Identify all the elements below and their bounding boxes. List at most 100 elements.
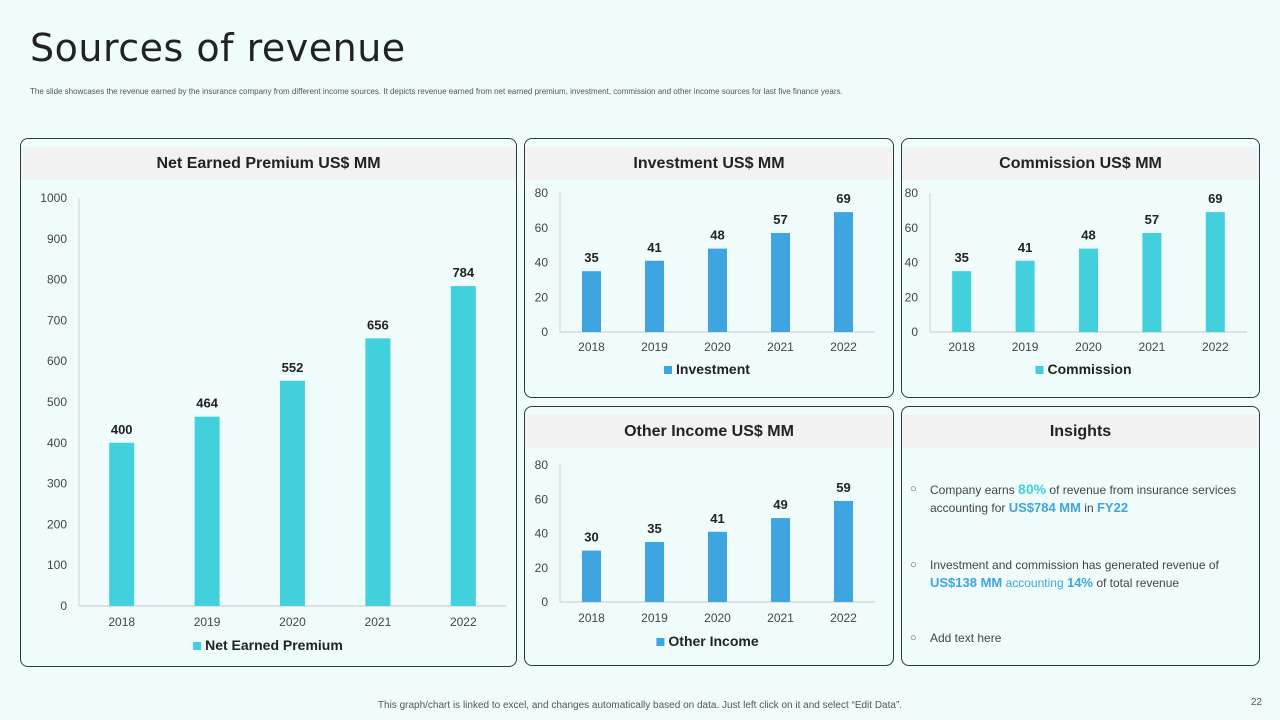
y-tick-label: 1000 (40, 191, 67, 205)
legend-swatch (193, 642, 202, 650)
insights-title: Insights (902, 415, 1259, 448)
bar (582, 271, 601, 332)
bar (450, 286, 476, 606)
data-label: 35 (584, 250, 598, 265)
x-tick-label: 2021 (767, 340, 794, 354)
bar (834, 500, 853, 602)
data-label: 400 (111, 422, 133, 437)
legend-swatch (656, 638, 665, 646)
data-label: 48 (1081, 228, 1095, 243)
legend-label: Investment (676, 361, 750, 377)
insight-item: ○ Company earns 80% of revenue from insu… (910, 481, 1237, 515)
data-label: 69 (836, 191, 850, 206)
x-tick-label: 2020 (1075, 340, 1102, 354)
chart-title: Investment US$ MM (525, 147, 893, 180)
insight-item: ○ Investment and commission has generate… (910, 558, 1219, 590)
bar (1205, 212, 1225, 332)
y-tick-label: 80 (535, 186, 549, 200)
y-tick-label: 40 (535, 527, 549, 541)
x-tick-label: 2022 (1202, 340, 1229, 354)
chart-panel-net-earned-premium[interactable]: Net Earned Premium US$ MM 0 100 200 300 400 5… (20, 138, 517, 667)
slide-title: Sources of revenue (30, 26, 406, 70)
bar (708, 248, 727, 332)
y-tick-label: 40 (535, 256, 549, 270)
y-tick-label: 60 (535, 221, 549, 235)
x-tick-label: 2018 (108, 615, 135, 629)
data-label: 69 (1208, 191, 1222, 206)
y-tick-label: 20 (535, 290, 549, 304)
data-label: 49 (773, 497, 787, 512)
x-tick-label: 2018 (578, 611, 605, 625)
bar (708, 531, 727, 602)
y-tick-label: 100 (47, 558, 67, 572)
chart-panel-other-income[interactable]: Other Income US$ MM 0 20 40 60 80 30 2018 35 201… (524, 406, 894, 666)
chart-title: Commission US$ MM (902, 147, 1259, 180)
x-tick-label: 2021 (1139, 340, 1166, 354)
x-tick-label: 2022 (830, 611, 857, 625)
legend-swatch (664, 366, 672, 374)
bar (280, 380, 305, 606)
data-label: 552 (282, 360, 304, 375)
commission-chart[interactable]: 020406080352018412019482020572021692022C… (902, 139, 1260, 398)
net-earned-premium-chart[interactable]: 0 100 200 300 400 500 600 700 800 900 1000 400 2018 4… (21, 139, 517, 667)
data-label: 656 (367, 317, 389, 332)
x-tick-label: 2018 (948, 340, 975, 354)
bar (109, 442, 135, 606)
insights-panel: Insights ○ Company earns 80% of revenue … (901, 406, 1260, 666)
x-tick-label: 2019 (641, 611, 668, 625)
y-tick-label: 0 (541, 325, 548, 339)
x-tick-label: 2021 (767, 611, 794, 625)
y-tick-label: 200 (47, 517, 67, 531)
bar (194, 416, 220, 606)
x-tick-label: 2022 (830, 340, 857, 354)
bar (582, 550, 601, 602)
y-tick-label: 900 (47, 232, 67, 246)
x-tick-label: 2020 (704, 611, 731, 625)
bar (365, 338, 391, 606)
x-tick-label: 2020 (704, 340, 731, 354)
x-tick-label: 2021 (365, 615, 392, 629)
legend-label: Net Earned Premium (205, 637, 343, 653)
y-tick-label: 600 (47, 354, 67, 368)
x-tick-label: 2019 (641, 340, 668, 354)
data-label: 464 (196, 396, 218, 411)
y-tick-label: 0 (541, 595, 548, 609)
legend-swatch (1035, 366, 1044, 374)
y-tick-label: 60 (905, 221, 919, 235)
page-number: 22 (1250, 697, 1262, 708)
y-tick-label: 0 (60, 599, 67, 613)
y-tick-label: 20 (905, 290, 919, 304)
x-tick-label: 2022 (450, 615, 477, 629)
data-label: 41 (710, 511, 724, 526)
x-tick-label: 2019 (194, 615, 221, 629)
other-income-chart[interactable]: 020406080302018352019412020492021592022O… (525, 407, 894, 666)
y-tick-label: 40 (905, 256, 919, 270)
x-tick-label: 2018 (578, 340, 605, 354)
data-label: 30 (584, 530, 598, 545)
data-label: 48 (710, 228, 724, 243)
bar (1079, 248, 1098, 332)
y-tick-label: 0 (911, 325, 918, 339)
data-label: 57 (1145, 212, 1159, 227)
footer-note: This graph/chart is linked to excel, and… (377, 700, 903, 711)
y-tick-label: 500 (47, 395, 67, 409)
y-tick-label: 700 (47, 313, 67, 327)
bar (834, 212, 853, 332)
investment-chart[interactable]: 020406080352018412019482020572021692022I… (525, 139, 894, 398)
chart-title: Net Earned Premium US$ MM (21, 147, 516, 180)
chart-panel-investment[interactable]: Investment US$ MM 0 20 40 60 80 35 2018 41 2019 4… (524, 138, 894, 398)
data-label: 41 (647, 240, 661, 255)
chart-panel-commission[interactable]: Commission US$ MM 0 20 40 60 80 35 2018 41 2019 4… (901, 138, 1260, 398)
legend-label: Commission (1048, 361, 1132, 377)
y-tick-label: 80 (905, 186, 919, 200)
data-label: 57 (773, 212, 787, 227)
bar (771, 518, 790, 602)
circle-bullet-icon: ○ (910, 632, 917, 644)
y-tick-label: 800 (47, 273, 67, 287)
y-tick-label: 20 (535, 561, 549, 575)
bar (1142, 232, 1162, 332)
data-label: 41 (1018, 240, 1032, 255)
data-label: 59 (836, 480, 850, 495)
data-label: 784 (452, 265, 474, 280)
data-label: 35 (954, 250, 968, 265)
